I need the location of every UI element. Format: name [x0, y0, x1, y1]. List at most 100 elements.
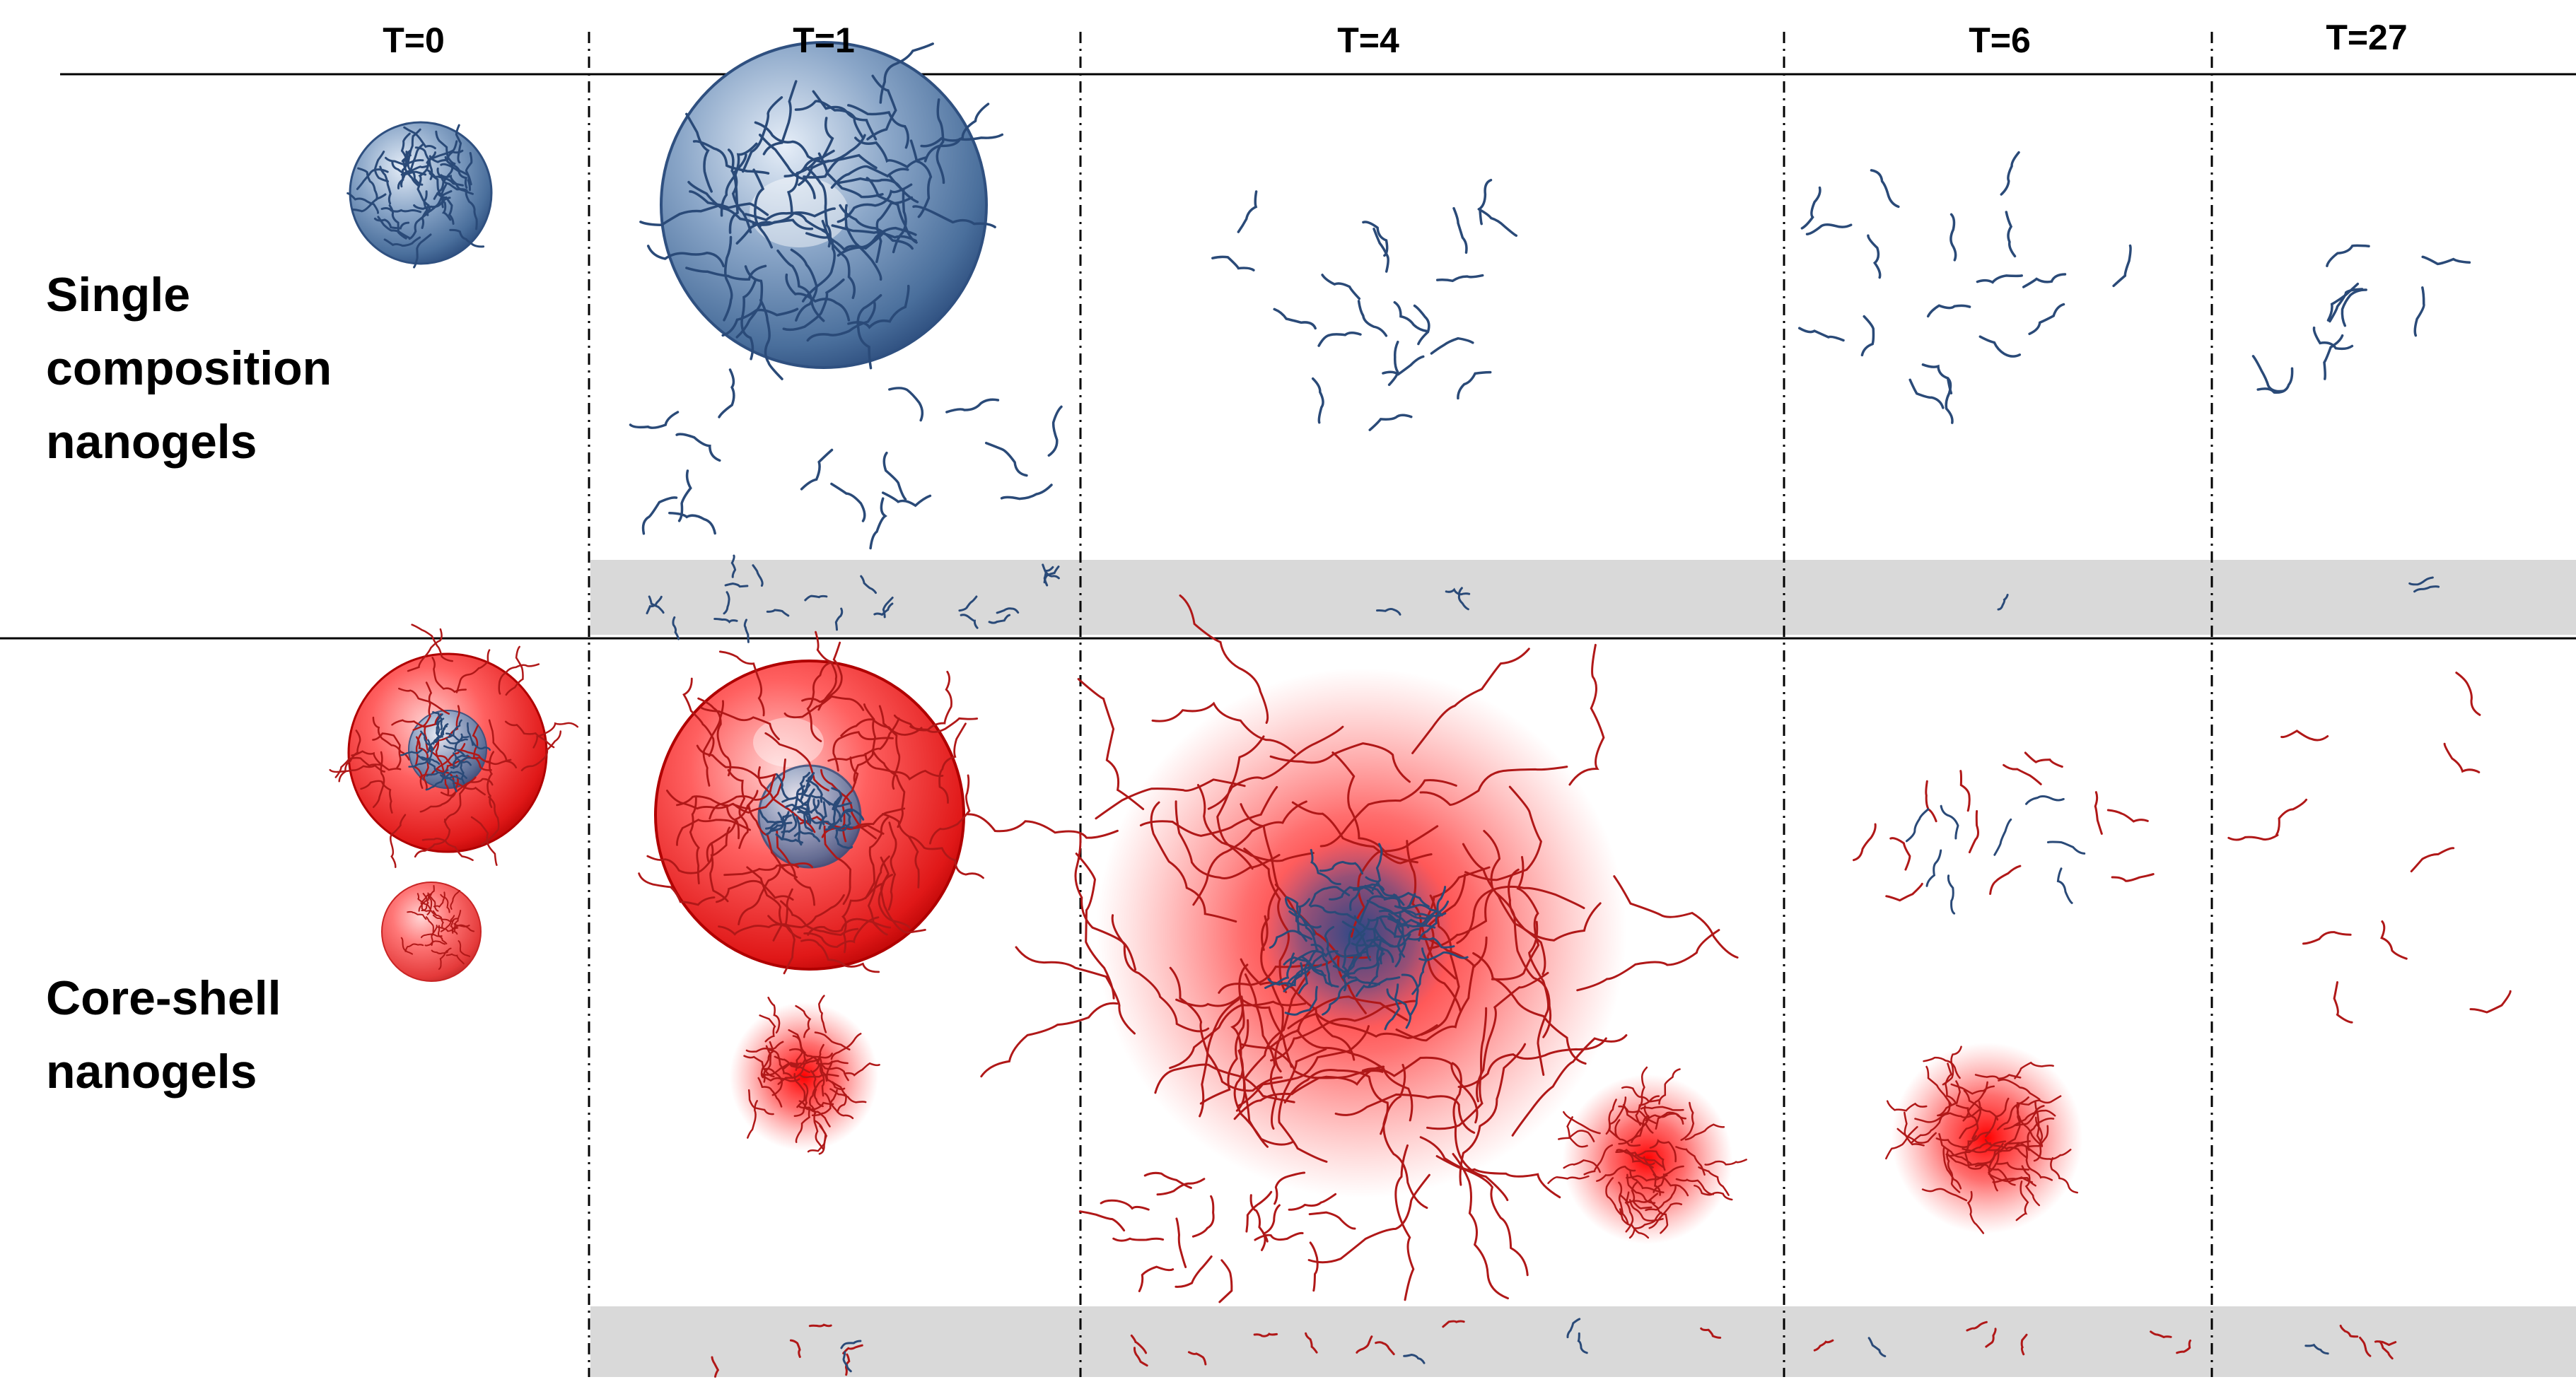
polymer-chain	[788, 1029, 808, 1063]
polymer-chain	[1286, 952, 1326, 986]
polymer-chain	[520, 730, 562, 772]
polymer-chain	[334, 756, 382, 778]
polymer-chain	[383, 236, 421, 247]
polymer-chain	[1675, 1178, 1715, 1195]
small-network	[1547, 1066, 1747, 1239]
polymer-chain	[2333, 981, 2353, 1024]
polymer-chain	[1216, 735, 1265, 870]
polymer-chain	[1547, 1175, 1590, 1185]
polymer-chain	[721, 308, 799, 337]
polymer-chain	[1974, 1074, 2022, 1080]
polymer-chain	[923, 133, 1004, 163]
polymer-chain	[1945, 1062, 1957, 1104]
polymer-chain	[871, 749, 906, 828]
polymer-chain	[864, 753, 944, 781]
single-t1-fragments	[629, 368, 1063, 550]
polymer-chain	[689, 190, 769, 216]
polymer-chain	[1192, 800, 1307, 906]
polymer-chain	[1394, 919, 1406, 968]
polymer-chain	[842, 1344, 863, 1354]
polymer-chain	[829, 1088, 867, 1103]
polymer-chain	[1393, 300, 1429, 333]
polymer-chain	[1307, 1173, 1430, 1264]
polymer-chain	[1926, 304, 1971, 318]
polymer-chain	[2408, 576, 2434, 586]
polymer-chain	[372, 732, 402, 769]
polymer-chain	[766, 609, 790, 617]
polymer-chain	[1491, 855, 1540, 981]
polymer-chain	[1704, 1159, 1747, 1166]
polymer-chain	[1998, 1078, 2041, 1101]
polymer-chain	[1319, 779, 1457, 848]
polymer-chain	[1283, 964, 1322, 992]
polymer-chain	[1966, 1190, 1985, 1234]
polymer-chain	[757, 766, 816, 833]
polymer-chain	[752, 207, 836, 226]
polymer-chain	[1382, 355, 1425, 376]
polymer-chain	[1244, 973, 1278, 1130]
polymer-chain	[1908, 378, 1945, 409]
polymer-chain	[504, 720, 555, 749]
polymer-chain	[827, 718, 900, 762]
polymer-chain	[1156, 1178, 1206, 1196]
polymer-chain	[380, 207, 422, 213]
polymer-chain	[1457, 587, 1469, 611]
polymer-chain	[1583, 1144, 1614, 1176]
polymer-chain	[878, 705, 901, 790]
polymer-chain	[1196, 784, 1315, 862]
polymer-chain	[2421, 255, 2471, 266]
polymer-chain	[1923, 1056, 1961, 1079]
polymer-chain	[435, 739, 450, 797]
polymer-chain	[404, 943, 424, 952]
polymer-chain	[830, 165, 909, 189]
polymer-chain	[1179, 594, 1269, 724]
polymer-chain	[2302, 931, 2352, 945]
polymer-chain	[421, 893, 429, 912]
polymer-chain	[685, 112, 713, 193]
polymer-chain	[1805, 223, 1853, 235]
polymer-chain	[1382, 1063, 1428, 1210]
polymer-chain	[776, 828, 815, 906]
polymer-chain	[436, 713, 443, 736]
timepoint-label-t1: T=1	[793, 20, 855, 60]
polymer-chain	[1240, 803, 1280, 951]
polymer-chain	[967, 813, 1119, 839]
polymer-chain	[1355, 976, 1401, 997]
polymer-chain	[799, 775, 813, 803]
polymer-chain	[1413, 304, 1430, 346]
polymer-chain	[881, 813, 920, 889]
polymer-chain	[1375, 1341, 1395, 1356]
coreshell-t6-fragments	[1853, 751, 2155, 915]
polymer-network	[639, 42, 1004, 380]
released-fragments-t27	[2408, 576, 2440, 593]
polymer-chain	[435, 130, 456, 165]
polymer-chain	[1963, 1089, 1999, 1121]
polymer-chain	[2094, 791, 2103, 835]
polymer-chain	[1649, 1199, 1669, 1234]
polymer-chain	[1464, 785, 1542, 882]
polymer-chain	[1959, 770, 1971, 812]
polymer-chain	[1946, 1153, 1991, 1166]
polymer-chain	[2034, 1101, 2044, 1147]
polymer-chain	[1175, 996, 1293, 1068]
polymer-chain	[1605, 1177, 1622, 1215]
polymer-chain	[775, 833, 803, 844]
polymer-chain	[638, 872, 716, 906]
coreshell-t0-nanogel	[329, 623, 579, 868]
polymer-chain	[403, 126, 436, 150]
polymer-chain	[1568, 643, 1605, 786]
polymer-chain	[765, 814, 792, 830]
polymer-chain	[1905, 808, 1930, 843]
polymer-chain	[747, 1089, 774, 1115]
polymer-chain	[1476, 971, 1549, 1103]
polymer-chain	[1618, 1115, 1650, 1145]
polymer-chain	[1288, 1193, 1337, 1211]
polymer-chain	[1334, 1093, 1476, 1134]
polymer-chain	[945, 398, 1000, 414]
polymer-chain	[2056, 867, 2073, 904]
polymer-chain	[436, 168, 468, 192]
polymer-chain	[1401, 973, 1419, 1016]
polymer-chain	[834, 607, 844, 631]
polymer-chain	[1867, 234, 1882, 279]
polymer-chain	[1308, 886, 1351, 906]
